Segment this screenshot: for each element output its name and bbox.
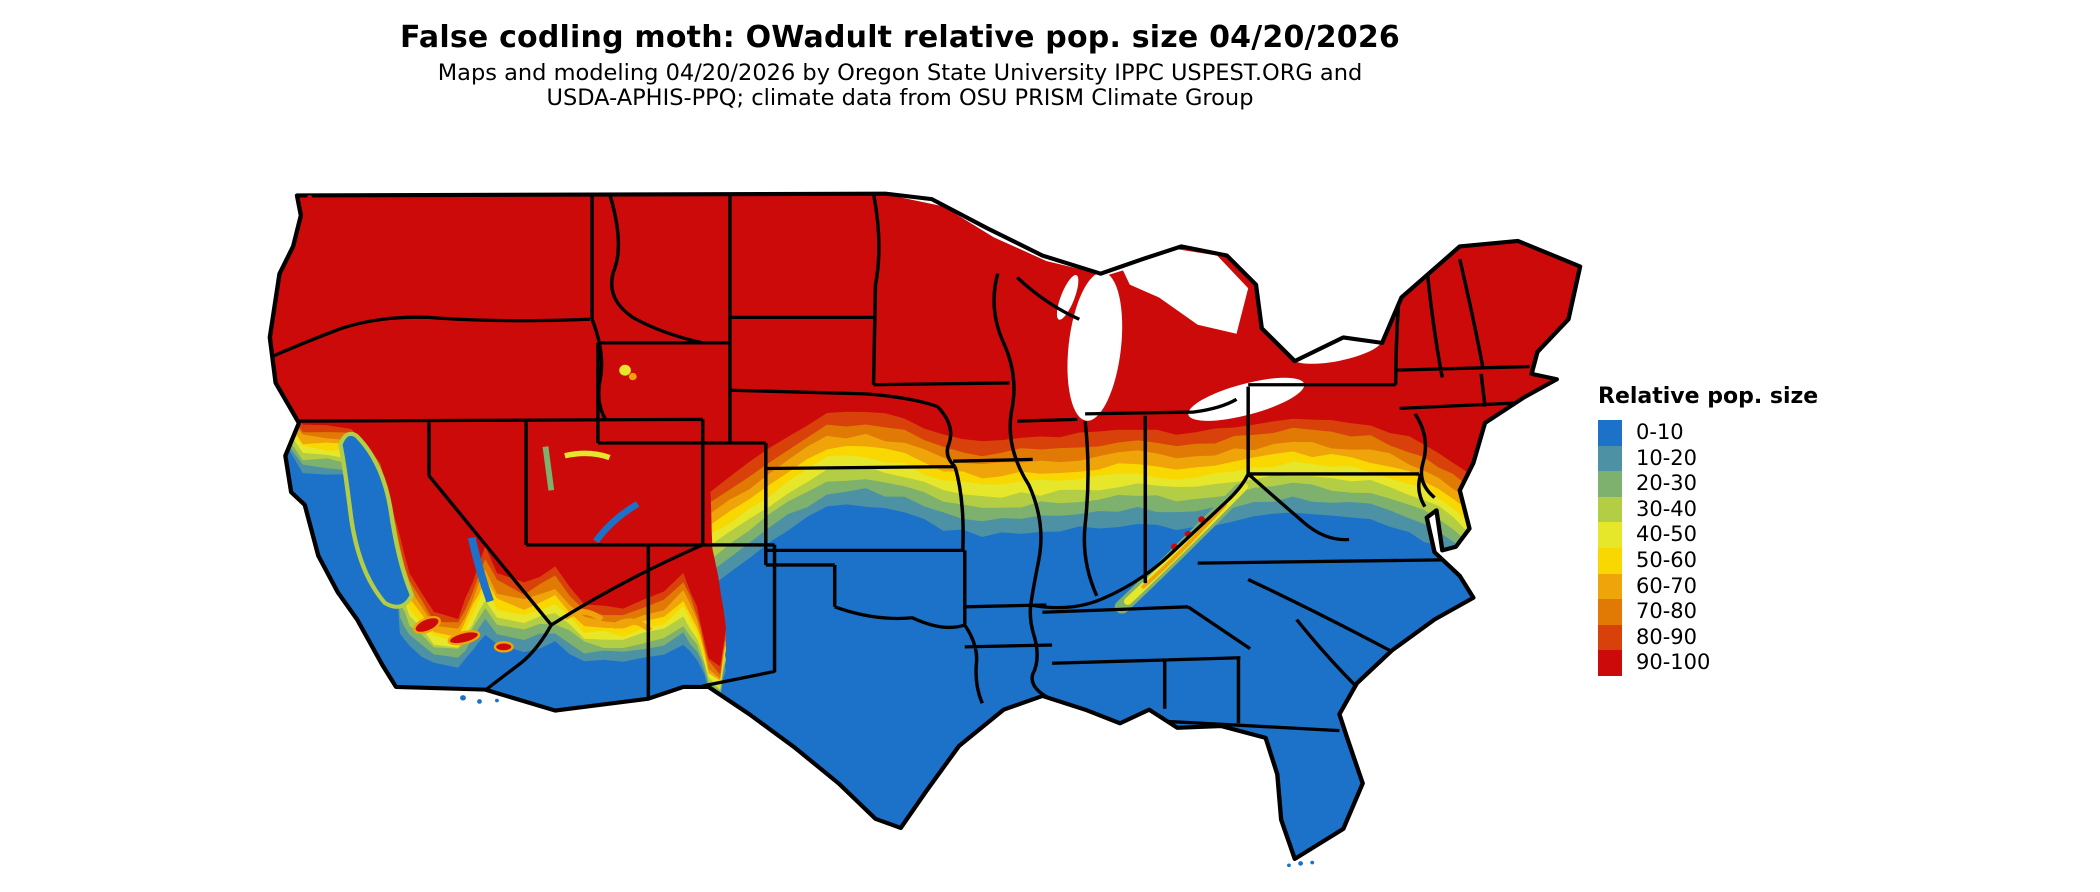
legend-label: 30-40 (1636, 496, 1698, 521)
puget-island-dot (317, 202, 322, 207)
florida-keys-dot (1310, 860, 1315, 865)
legend-rows: 0-10 10-20 20-30 30-40 40-50 50-60 60-70 70-80 8… (1598, 420, 1818, 676)
legend-swatch-10-20 (1598, 445, 1622, 472)
socal-mountain-patch (447, 630, 481, 646)
us-choropleth-map (264, 190, 1584, 868)
legend-swatch-20-30 (1598, 471, 1622, 497)
legend-label: 60-70 (1636, 573, 1698, 598)
legend-swatch-60-70 (1598, 573, 1622, 600)
socal-mountain-patch (493, 641, 514, 653)
lake-michigan (1067, 272, 1123, 421)
legend-label: 50-60 (1636, 547, 1698, 572)
yellowstone-fleck (619, 364, 631, 376)
florida-keys-dot (1298, 861, 1304, 866)
map-legend: Relative pop. size 0-10 10-20 20-30 30-40 40… (1598, 384, 1818, 676)
central-valley (342, 435, 410, 605)
legend-label: 0-10 (1636, 420, 1684, 444)
legend-item: 90-100 (1598, 650, 1818, 676)
uinta-fleck (564, 450, 611, 461)
legend-label: 90-100 (1636, 650, 1711, 675)
legend-swatch-30-40 (1598, 496, 1622, 523)
legend-label: 80-90 (1636, 624, 1698, 649)
map-overlay-layer (267, 191, 1583, 868)
legend-label: 20-30 (1636, 471, 1698, 496)
grand-canyon (593, 501, 640, 544)
maine-island-dot (1560, 304, 1565, 309)
legend-swatch-80-90 (1598, 624, 1622, 651)
lake-huron (1122, 246, 1249, 334)
channel-island-dot (460, 695, 466, 701)
legend-item: 10-20 (1598, 445, 1818, 472)
legend-item: 50-60 (1598, 547, 1818, 574)
lake-erie (1188, 377, 1305, 421)
legend-swatch-40-50 (1598, 522, 1622, 548)
map-subtitle-line1: Maps and modeling 04/20/2026 by Oregon S… (437, 60, 1363, 86)
legend-item: 40-50 (1598, 522, 1818, 548)
legend-item: 20-30 (1598, 471, 1818, 497)
map-fill-layer (269, 193, 1581, 859)
channel-island-dot (477, 699, 482, 704)
legend-item: 70-80 (1598, 599, 1818, 625)
map-subtitle: Maps and modeling 04/20/2026 by Oregon S… (0, 61, 1800, 110)
maine-island-dot (1544, 322, 1550, 327)
legend-swatch-0-10 (1598, 420, 1622, 446)
state-borders (269, 193, 1530, 733)
florida-keys-dot (1287, 863, 1291, 868)
legend-label: 70-80 (1636, 599, 1698, 624)
map-title: False codling moth: OWadult relative pop… (399, 20, 1401, 55)
wasatch-fleck (542, 446, 555, 491)
legend-item: 30-40 (1598, 496, 1818, 523)
coastline (267, 191, 1583, 861)
legend-item: 60-70 (1598, 573, 1818, 600)
yellowstone-fleck (628, 372, 637, 381)
green-bay (1056, 275, 1079, 320)
owens-valley (467, 536, 494, 603)
legend-title: Relative pop. size (1598, 384, 1819, 409)
socal-mountain-patch (413, 615, 441, 635)
map-subtitle-line2: USDA-APHIS-PPQ; climate data from OSU PR… (546, 84, 1254, 111)
legend-label: 10-20 (1636, 445, 1698, 470)
legend-item: 0-10 (1598, 420, 1818, 446)
legend-label: 40-50 (1636, 522, 1698, 547)
legend-swatch-50-60 (1598, 547, 1622, 574)
legend-item: 80-90 (1598, 624, 1818, 651)
channel-island-dot (495, 698, 499, 703)
legend-swatch-90-100 (1598, 650, 1622, 676)
appalachian-streak-orange (1141, 503, 1227, 589)
puget-island-dot (307, 195, 313, 200)
legend-swatch-70-80 (1598, 599, 1622, 625)
